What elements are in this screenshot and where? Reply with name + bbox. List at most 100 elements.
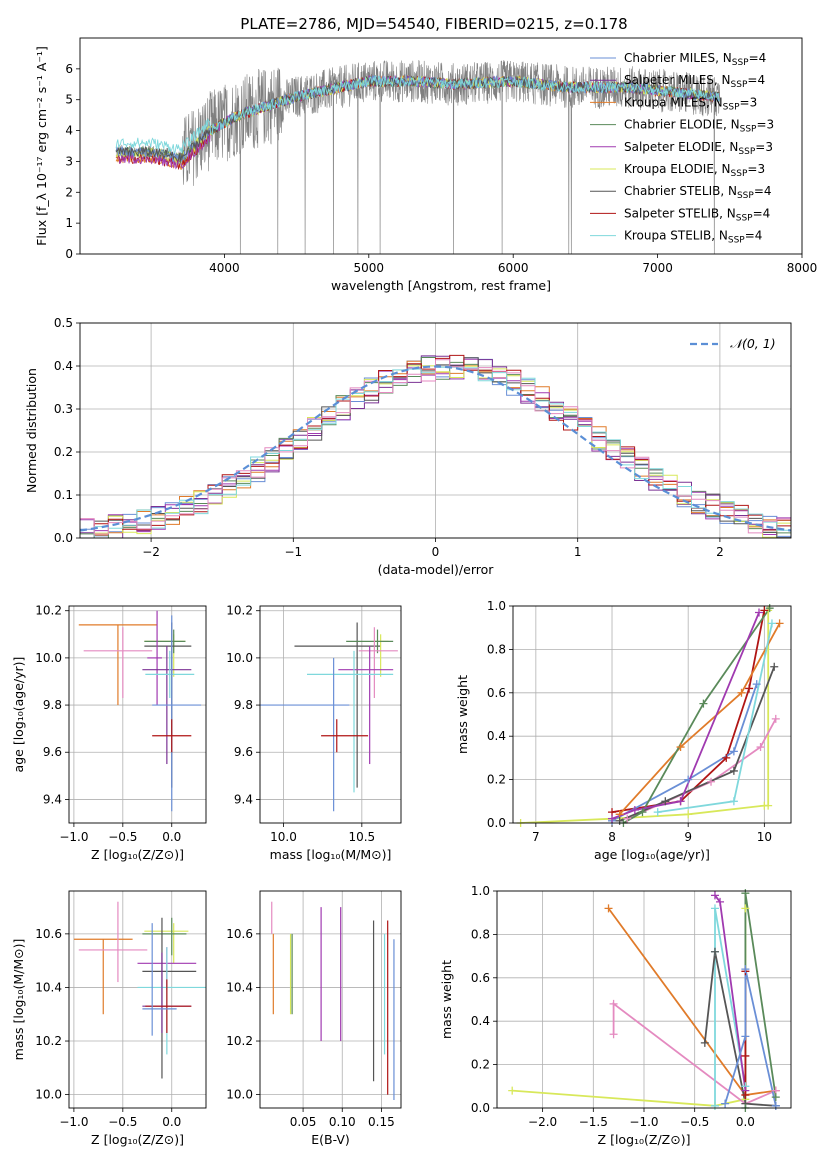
mass_weight_vs_age-marker [756, 743, 765, 752]
mass_weight_vs_age-panel: 7 8 9 10 0.0 0.2 0.4 0.6 0.8 1.0 age [log₁₀(age/yr… [455, 599, 792, 862]
mass_weight_vs_Z-series-line [703, 951, 776, 1107]
mass_weight_vs_Z-xtick-label: −1.0 [629, 1115, 658, 1129]
age_vs_mass-ytick-label: 10.2 [226, 604, 253, 618]
mass_vs_ebv-ytick-label: 10.0 [226, 1088, 253, 1102]
spectrum-xtick-label: 5000 [354, 261, 385, 275]
mass_vs_ebv-xtick-label: 0.15 [368, 1115, 395, 1129]
age_vs_mass-ytick-label: 9.6 [234, 745, 253, 759]
residuals-xlabel: (data-model)/error [378, 562, 495, 577]
mass_weight_vs_age-marker [775, 619, 784, 628]
mass_weight_vs_age-marker [770, 662, 779, 671]
residuals-legend-label: 𝒩(0, 1) [730, 336, 776, 351]
mass_weight_vs_Z-frame [496, 890, 792, 1109]
mass_vs_Z-ytick-label: 10.0 [35, 1088, 62, 1102]
spectrum-legend-label: Kroupa MILES, NSSP=3 [624, 95, 757, 112]
mass_weight_vs_age-marker [729, 797, 738, 806]
residual-histogram [80, 359, 791, 535]
mass_weight_vs_age-plot-area [520, 607, 781, 823]
mass_weight_vs_age-marker [623, 814, 632, 823]
mass_weight_vs_age-ytick-label: 0.0 [487, 816, 506, 830]
age_vs_Z-ytick-label: 9.6 [43, 745, 62, 759]
mass_vs_ebv-panel: 0.05 0.10 0.15 10.0 10.2 10.4 10.6 E(B-V) [226, 890, 402, 1147]
mass_weight_vs_age-ytick-label: 0.4 [487, 729, 506, 743]
age_vs_mass-ytick-label: 9.4 [234, 792, 253, 806]
mass_vs_ebv-ytick-label: 10.4 [226, 980, 253, 994]
mass_weight_vs_Z-marker [508, 1086, 517, 1095]
mass_weight_vs_Z-marker [721, 1099, 730, 1108]
residuals-xtick-label: −2 [142, 545, 160, 559]
residuals-ytick-label: 0.5 [54, 316, 73, 330]
mass_weight_vs_Z-marker [741, 965, 750, 974]
mass_weight_vs_age-marker [661, 797, 670, 806]
spectrum-xtick-label: 7000 [642, 261, 673, 275]
age_vs_mass-panel: 10.0 10.5 9.4 9.6 9.8 10.0 10.2 mass [log₁₀(M/M… [226, 604, 402, 862]
age_vs_mass-xtick-label: 10.0 [270, 830, 297, 844]
age_vs_mass-ytick-label: 9.8 [234, 698, 253, 712]
mass_weight_vs_Z-series-line [744, 893, 777, 1108]
age_vs_Z-ytick-label: 10.0 [35, 651, 62, 665]
mass_vs_ebv-plot-area [271, 901, 395, 1100]
mass_weight_vs_Z-marker [741, 1032, 750, 1041]
age_vs_Z-xtick-label: −1.0 [59, 830, 88, 844]
mass_weight_vs_age-xtick-label: 10 [757, 830, 772, 844]
mass_weight_vs_Z-ytick-label: 0.4 [471, 1014, 490, 1028]
mass_weight_vs_Z-xtick-label: −2.0 [528, 1115, 557, 1129]
mass_weight_vs_Z-xtick-label: 0.0 [736, 1115, 755, 1129]
mass_weight_vs_Z-ytick-label: 1.0 [471, 884, 490, 898]
figure-title: PLATE=2786, MJD=54540, FIBERID=0215, z=0… [240, 15, 627, 33]
age_vs_Z-ytick-label: 10.2 [35, 604, 62, 618]
mass_weight_vs_age-marker [676, 743, 685, 752]
residuals-ytick-label: 0.4 [54, 359, 73, 373]
age_vs_Z-ytick-label: 9.8 [43, 698, 62, 712]
mass_vs_ebv-xtick-label: 0.05 [290, 1115, 317, 1129]
mass_weight_vs_age-frame [512, 605, 792, 824]
mass_weight_vs_age-series-line [626, 718, 777, 820]
spectrum-xtick-label: 8000 [787, 261, 818, 275]
gaussian-reference-curve [80, 365, 791, 532]
spectrum-legend-label: Chabrier MILES, NSSP=4 [624, 51, 766, 68]
mass_weight_vs_Z-xtick-label: −1.5 [579, 1115, 608, 1129]
mass_weight_vs_age-marker [684, 810, 693, 819]
residuals-frame [79, 322, 792, 539]
mass_weight_vs_Z-panel: −2.0 −1.5 −1.0 −0.5 0.0 0.0 0.2 0.4 0.6 0.8 1.0 Z [… [439, 884, 792, 1147]
residuals-xtick-label: 0 [432, 545, 440, 559]
mass_weight_vs_age-marker [707, 777, 716, 786]
mass_vs_Z-xtick-label: −0.5 [108, 1115, 137, 1129]
spectrum-legend-label: Chabrier STELIB, NSSP=4 [624, 184, 772, 201]
mass_weight_vs_Z-ytick-label: 0.2 [471, 1058, 490, 1072]
spectrum-ytick-label: 0 [65, 247, 73, 261]
spectrum-xtick-label: 4000 [209, 261, 240, 275]
mass_weight_vs_age-ytick-label: 1.0 [487, 599, 506, 613]
mass_weight_vs_age-series-line [622, 607, 771, 823]
mass_weight_vs_Z-marker [771, 1101, 780, 1110]
mass_weight_vs_age-marker [737, 688, 746, 697]
mass_weight_vs_Z-series-line [724, 968, 777, 1106]
mass_weight_vs_Z-series-line [612, 1001, 777, 1105]
mass_vs_Z-frame [68, 890, 207, 1109]
spectrum-plot-area [115, 59, 720, 254]
mass_weight_vs_Z-marker [609, 999, 618, 1008]
mass_vs_ebv-ytick-label: 10.2 [226, 1034, 253, 1048]
mass_weight_vs_Z-ytick-label: 0.6 [471, 971, 490, 985]
spectrum-legend-label: Salpeter MILES, NSSP=4 [624, 73, 765, 90]
age_vs_mass-plot-area [260, 622, 398, 812]
mass_weight_vs_age-marker [767, 619, 776, 628]
residuals-xtick-label: 2 [716, 545, 724, 559]
residuals-xtick-label: −1 [284, 545, 302, 559]
mass_weight_vs_age-marker [676, 797, 685, 806]
age_vs_mass-frame [259, 605, 402, 824]
age_vs_mass-xlabel: mass [log₁₀(M/M⊙)] [270, 847, 392, 862]
mass_weight_vs_Z-ytick-label: 0.8 [471, 927, 490, 941]
mass_weight_vs_age-marker [771, 714, 780, 723]
age_vs_mass-ytick-label: 10.0 [226, 651, 253, 665]
mass_weight_vs_age-marker [765, 604, 774, 613]
age_vs_Z-ylabel: age [log₁₀(age/yr)] [11, 657, 26, 773]
spectrum-ytick-label: 5 [65, 93, 73, 107]
residuals-ytick-label: 0.1 [54, 488, 73, 502]
residuals-ytick-label: 0.3 [54, 402, 73, 416]
mass_weight_vs_age-marker [760, 606, 769, 615]
mass_vs_ebv-xlabel: E(B-V) [311, 1132, 350, 1147]
mass_vs_Z-xlabel: Z [log₁₀(Z/Z⊙)] [91, 1132, 184, 1147]
mass_vs_Z-plot-area [73, 901, 206, 1079]
